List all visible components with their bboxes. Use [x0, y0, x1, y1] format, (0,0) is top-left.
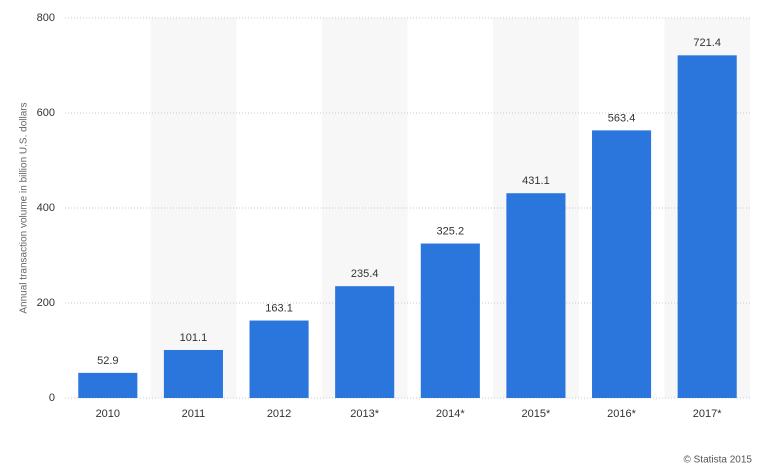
data-label: 235.4: [351, 268, 379, 280]
credit: © Statista 2015: [683, 455, 752, 466]
data-label: 721.4: [693, 37, 721, 49]
y-axis-label: Annual transaction volume in billion U.S…: [19, 102, 30, 313]
y-tick-label: 400: [37, 202, 55, 214]
bar: [506, 193, 566, 398]
bar: [335, 286, 395, 398]
data-label: 52.9: [97, 355, 118, 367]
bar: [592, 130, 652, 398]
x-tick-label: 2017*: [693, 408, 722, 420]
bar: [420, 243, 480, 398]
y-tick-label: 800: [37, 12, 55, 24]
y-tick-label: 200: [37, 297, 55, 309]
y-tick-label: 0: [49, 392, 55, 404]
bar: [78, 372, 138, 398]
x-tick-label: 2010: [96, 408, 120, 420]
x-tick-label: 2014*: [436, 408, 465, 420]
bar: [163, 349, 223, 398]
bar: [677, 55, 737, 399]
data-label: 101.1: [180, 332, 208, 344]
y-tick-label: 600: [37, 107, 55, 119]
x-tick-label: 2016*: [607, 408, 636, 420]
x-tick-label: 2012: [267, 408, 291, 420]
data-label: 431.1: [522, 175, 550, 187]
data-label: 325.2: [437, 225, 465, 237]
x-tick-label: 2013*: [350, 408, 379, 420]
x-tick-label: 2015*: [522, 408, 551, 420]
data-label: 163.1: [265, 302, 293, 314]
bar: [249, 320, 309, 398]
x-tick-label: 2011: [182, 408, 206, 420]
data-label: 563.4: [608, 112, 636, 124]
